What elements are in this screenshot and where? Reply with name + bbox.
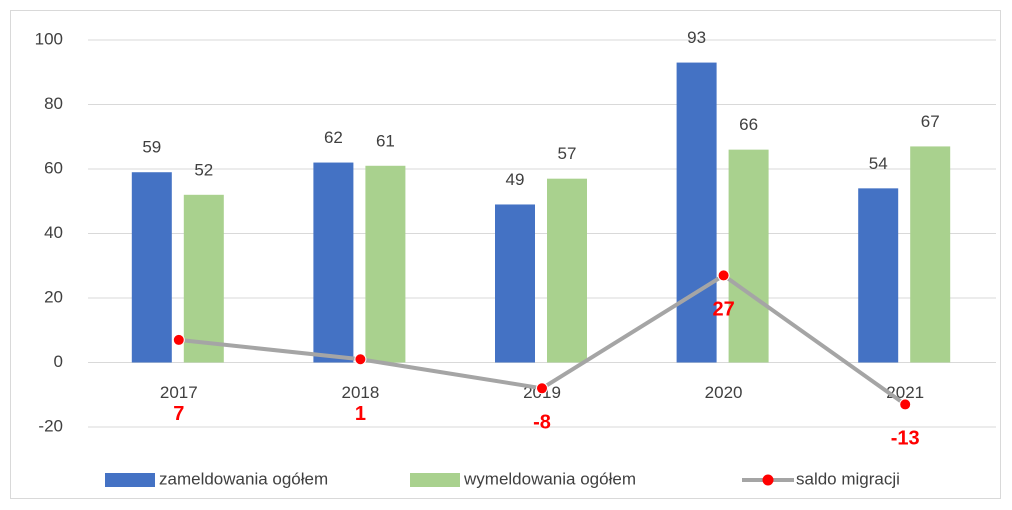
y-tick-label: 80 (44, 94, 63, 113)
legend-swatch (410, 473, 460, 487)
bar (495, 204, 535, 363)
bar (547, 178, 587, 363)
x-tick-label: 2020 (705, 383, 743, 402)
y-tick-label: 100 (35, 29, 63, 48)
data-label: 61 (376, 131, 395, 150)
data-label: 7 (173, 403, 184, 425)
x-tick-label: 2017 (160, 383, 198, 402)
line-marker (354, 353, 367, 366)
legend-label: zameldowania ogółem (159, 469, 328, 488)
legend-label: saldo migracji (796, 469, 900, 488)
data-label: 1 (355, 403, 366, 425)
y-tick-label: -20 (38, 416, 63, 435)
legend-marker (762, 474, 774, 486)
data-label: 27 (712, 299, 734, 321)
line-marker (172, 333, 185, 346)
data-label: 62 (324, 128, 343, 147)
bar (365, 165, 406, 363)
y-tick-label: 20 (44, 287, 63, 306)
bar (183, 194, 224, 363)
line-marker (717, 269, 730, 282)
legend-swatch (105, 473, 155, 487)
legend-label: wymeldowania ogółem (463, 469, 636, 488)
data-label: 59 (142, 138, 161, 157)
data-label: -8 (533, 412, 551, 434)
bar (910, 146, 951, 363)
data-label: 54 (869, 154, 888, 173)
data-label: -13 (891, 428, 920, 450)
data-label: 49 (506, 170, 525, 189)
data-label: 93 (687, 28, 706, 47)
y-tick-label: 40 (44, 223, 63, 242)
bar (858, 188, 899, 363)
bar (676, 62, 717, 363)
data-label: 52 (194, 160, 213, 179)
data-label: 66 (739, 115, 758, 134)
y-tick-label: 0 (54, 352, 63, 371)
y-tick-label: 60 (44, 158, 63, 177)
bar (313, 162, 354, 363)
line-marker (536, 382, 548, 395)
x-tick-label: 2018 (341, 383, 379, 402)
bar (728, 149, 769, 363)
data-label: 67 (921, 112, 940, 131)
line-marker (899, 398, 912, 411)
bar (131, 172, 172, 363)
data-label: 57 (558, 144, 577, 163)
